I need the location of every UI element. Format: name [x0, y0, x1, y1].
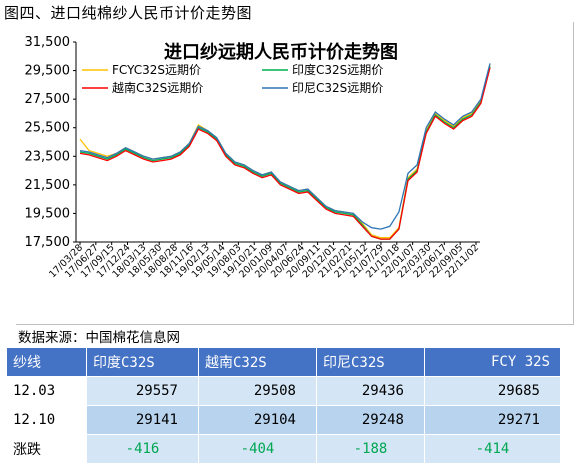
- table-cell: 29557: [86, 376, 199, 406]
- table-header-row: 纱线 印度C32S 越南C32S 印尼C32S FCY 32S: [6, 347, 561, 377]
- y-tick-label: 27,500: [25, 92, 71, 107]
- y-tick-label: 25,500: [25, 121, 71, 136]
- table-row: 12.03 29557 29508 29436 29685: [6, 376, 561, 406]
- change-cell: -414: [424, 434, 561, 464]
- table-row: 涨跌 -416 -404 -188 -414: [6, 434, 561, 464]
- table-cell: 29436: [316, 376, 425, 406]
- chart-title: 进口纱远期人民币计价走势图: [164, 41, 398, 63]
- price-table: 纱线 印度C32S 越南C32S 印尼C32S FCY 32S 12.03 29…: [6, 347, 561, 464]
- data-source: 数据来源：中国棉花信息网: [18, 330, 180, 346]
- change-cell: -416: [86, 434, 199, 464]
- table-cell: 29141: [86, 405, 199, 435]
- legend-label: 印尼C32S远期价: [292, 81, 383, 95]
- table-header-cell: FCY 32S: [424, 347, 561, 377]
- table-header-cell: 越南C32S: [198, 347, 317, 377]
- table-header-cell: 印尼C32S: [316, 347, 425, 377]
- table-cell: 29271: [424, 405, 561, 435]
- y-tick-label: 29,500: [25, 64, 71, 79]
- table-row: 12.10 29141 29104 29248 29271: [6, 405, 561, 435]
- row-label: 12.10: [6, 405, 87, 435]
- series-line-2: [79, 67, 491, 240]
- row-label: 涨跌: [6, 434, 87, 464]
- y-tick-label: 21,500: [25, 178, 71, 193]
- table-cell: 29104: [198, 405, 317, 435]
- legend-label: 印度C32S远期价: [292, 62, 383, 77]
- y-tick-label: 19,500: [25, 206, 71, 221]
- table-cell: 29508: [198, 376, 317, 406]
- row-label: 12.03: [6, 376, 87, 406]
- change-cell: -404: [198, 434, 317, 464]
- table-header-cell: 纱线: [6, 347, 87, 377]
- series-line-3: [79, 63, 491, 230]
- change-cell: -188: [316, 434, 425, 464]
- legend-label: FCYC32S远期价: [112, 63, 201, 77]
- legend-label: 越南C32S远期价: [112, 80, 203, 95]
- price-trend-chart: 17,500 19,500 21,500 23,500 25,500 27,500 29,5…: [25, 35, 491, 280]
- y-tick-label: 23,500: [25, 149, 71, 164]
- y-tick-label: 17,500: [25, 235, 71, 250]
- table-cell: 29685: [424, 376, 561, 406]
- y-tick-label: 31,500: [25, 35, 71, 50]
- table-header-cell: 印度C32S: [86, 347, 199, 377]
- table-cell: 29248: [316, 405, 425, 435]
- chart-frame: 17,500 19,500 21,500 23,500 25,500 27,500 29,5…: [16, 22, 574, 325]
- figure-title: 图四、进口纯棉纱人民币计价走势图: [4, 4, 253, 22]
